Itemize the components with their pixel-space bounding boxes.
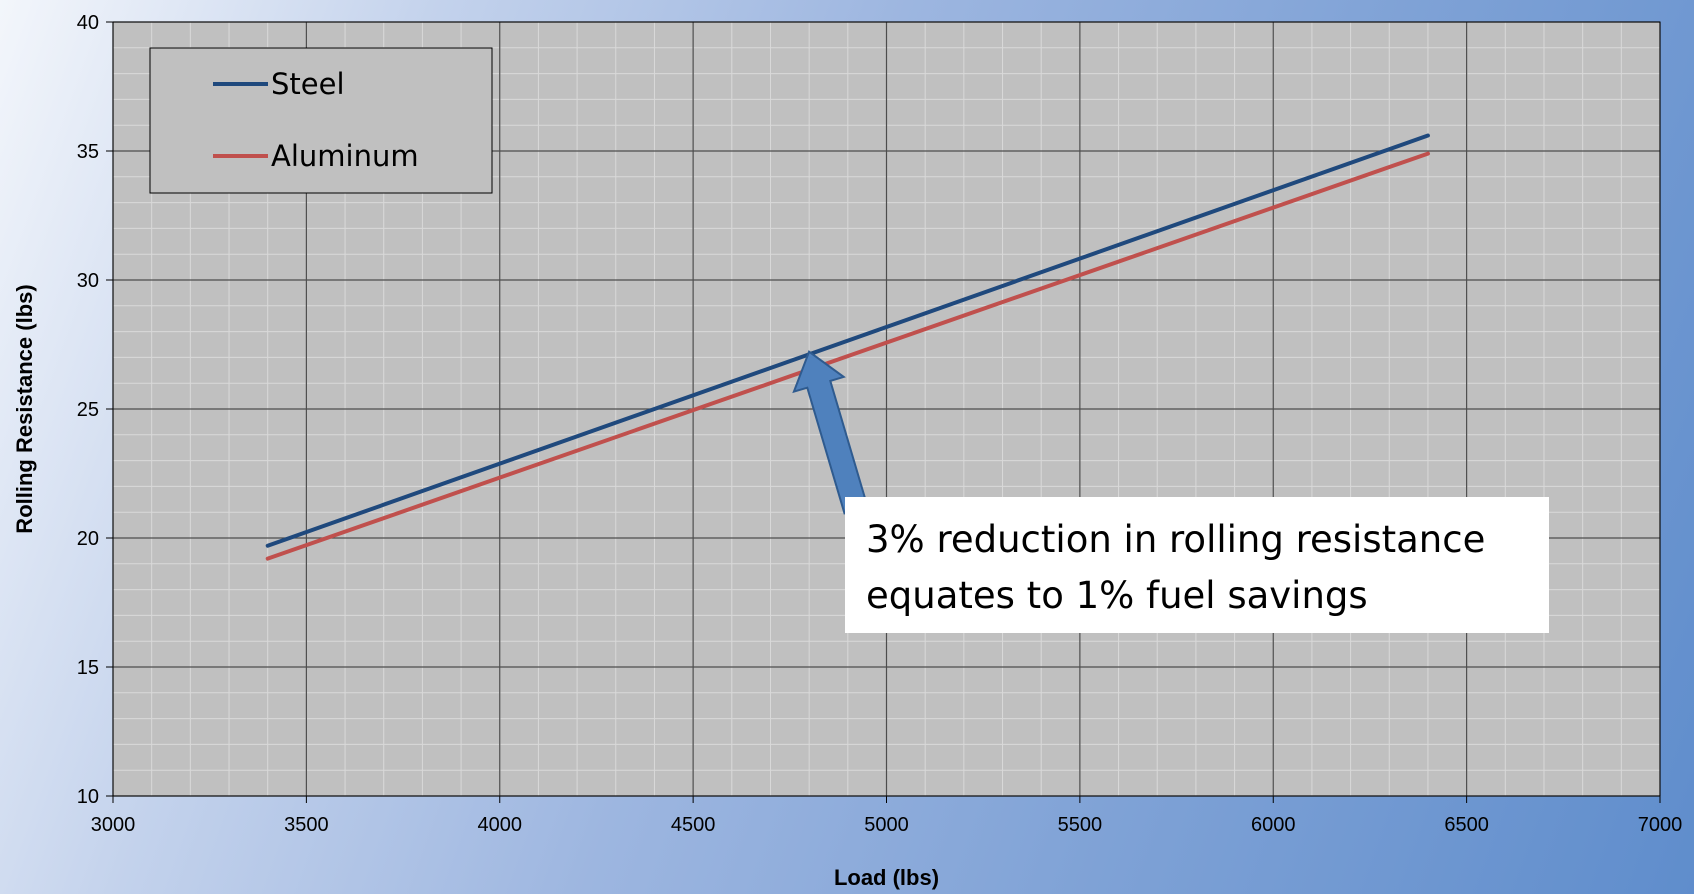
y-tick-label: 40	[77, 12, 99, 34]
legend-label-aluminum: Aluminum	[271, 139, 419, 173]
x-tick-label: 7000	[1638, 814, 1683, 836]
x-tick-label: 3500	[284, 814, 329, 836]
x-tick-label: 5500	[1058, 814, 1103, 836]
legend: Steel Aluminum	[149, 47, 493, 194]
y-tick-label: 30	[77, 270, 99, 292]
y-tick-label: 35	[77, 141, 99, 163]
x-tick-label: 6500	[1444, 814, 1489, 836]
y-tick-label: 20	[77, 528, 99, 550]
x-tick-label: 3000	[91, 814, 136, 836]
annotation-text-line-2: equates to 1% fuel savings	[866, 574, 1368, 617]
series-line-aluminum	[265, 151, 1430, 561]
annotation-text-line-1: 3% reduction in rolling resistance	[866, 518, 1485, 561]
annotation-arrow	[792, 350, 869, 515]
x-axis-title: Load (lbs)	[834, 865, 939, 890]
legend-box	[149, 47, 493, 194]
series-line-steel	[265, 133, 1430, 548]
y-tick-label: 15	[77, 657, 99, 679]
y-tick-labels: 10 15 20 25 30 35 40	[77, 12, 99, 808]
x-tick-label: 4000	[478, 814, 523, 836]
annotation-box	[845, 497, 1549, 633]
series-lines	[265, 133, 1430, 561]
plot-border	[112, 21, 1661, 797]
x-tick-label: 6000	[1251, 814, 1296, 836]
x-tick-label: 4500	[671, 814, 716, 836]
legend-label-steel: Steel	[271, 67, 345, 101]
y-axis-title: Rolling Resistance (lbs)	[12, 284, 37, 533]
y-tick-label: 25	[77, 399, 99, 421]
x-tick-label: 5000	[864, 814, 909, 836]
annotation-callout: 3% reduction in rolling resistance equat…	[792, 350, 1549, 633]
x-tick-labels: 3000 3500 4000 4500 5000 5500 6000 6500 7000	[91, 814, 1683, 836]
y-tick-label: 10	[77, 786, 99, 808]
axes	[112, 21, 1661, 797]
